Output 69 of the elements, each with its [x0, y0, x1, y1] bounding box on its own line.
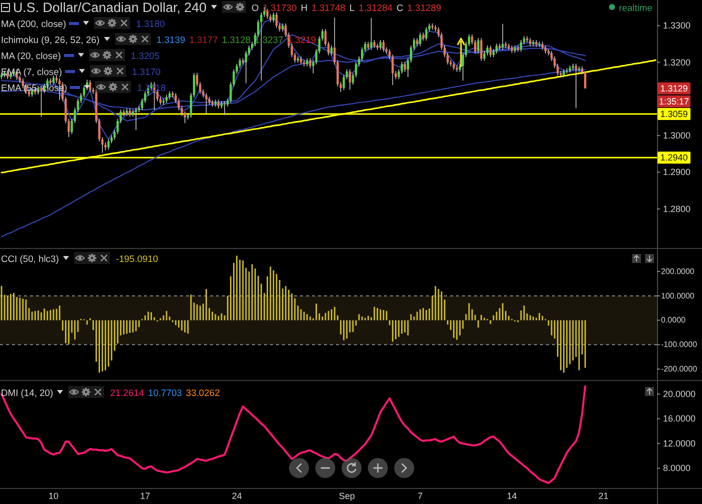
- annotation: 33.0262: [186, 386, 220, 398]
- y-tick-label: 100.0000: [661, 291, 695, 300]
- ref-line-label: 1.2940: [660, 152, 688, 163]
- x-tick-label: 10: [48, 491, 58, 501]
- y-tick-label: 200.0000: [661, 266, 695, 276]
- ref-line-label: 1.3059: [660, 108, 688, 119]
- annotation: 1.3139: [156, 34, 186, 44]
- candlestick: [477, 38, 480, 54]
- candlestick: [486, 45, 488, 56]
- line-series: [0, 59, 656, 174]
- y-tick-label: 16.0000: [663, 414, 696, 424]
- candlestick: [382, 40, 385, 52]
- candlestick: [495, 43, 498, 54]
- annotation: -195.0910: [116, 252, 158, 264]
- candlestick: [40, 85, 42, 118]
- candlestick: [330, 45, 333, 56]
- candlestick: [272, 12, 275, 23]
- candlestick: [205, 92, 208, 114]
- annotation: O 1.31730 H 1.31748 L 1.31284 C 1.31289: [252, 2, 442, 12]
- candlestick: [489, 45, 492, 58]
- annotation: 21.2614: [110, 386, 144, 398]
- annotation: 1.3129: [660, 83, 688, 94]
- annotation: 1.3180: [136, 18, 165, 28]
- chart-title: U.S. Dollar/Canadian Dollar, 240: [13, 0, 207, 14]
- candlestick: [480, 38, 482, 62]
- y-tick-label: 1.2800: [663, 204, 691, 214]
- text: DMI (14, 20): [1, 386, 54, 398]
- candlestick: [22, 78, 24, 89]
- candlestick: [275, 12, 278, 28]
- annotation: 1.3128: [222, 34, 251, 44]
- y-tick-label: 12.0000: [663, 438, 696, 448]
- candlestick: [134, 107, 138, 130]
- legend-label: MA (200, close): [1, 18, 66, 28]
- annotation: realtime: [619, 2, 652, 12]
- candlestick: [520, 40, 522, 52]
- candlestick: [425, 26, 428, 42]
- x-tick-label: Sep: [338, 491, 355, 501]
- y-tick-label: 1.2900: [663, 167, 691, 178]
- candlestick: [107, 138, 110, 150]
- candlestick: [419, 32, 422, 47]
- annotation: Ichimoku (9, 26, 52, 26): [1, 34, 100, 44]
- x-tick-label: 14: [506, 491, 517, 501]
- candlestick: [379, 40, 382, 50]
- y-tick-label: -100.0000: [661, 340, 698, 350]
- candlestick: [404, 62, 406, 72]
- annotation: 1.3170: [132, 66, 161, 76]
- x-tick-label: 24: [232, 491, 242, 501]
- y-tick-label: 1.3300: [663, 20, 691, 31]
- annotation: 10.7703: [148, 386, 182, 398]
- y-tick-label: 1.3000: [663, 130, 691, 141]
- legend-label: MA (20, close): [1, 50, 61, 60]
- text: 1:35:17: [658, 96, 690, 106]
- x-tick-label: 7: [418, 491, 423, 501]
- candlestick: [370, 18, 372, 50]
- x-tick-label: 21: [598, 491, 609, 501]
- annotation: 1.3205: [130, 50, 160, 60]
- candlestick: [348, 68, 351, 90]
- y-tick-label: 0.0000: [661, 316, 686, 325]
- y-tick-label: 8.0000: [663, 463, 691, 474]
- chart-title: CCI (50, hlc3): [1, 252, 59, 264]
- candlestick: [502, 23, 504, 50]
- annotation: 1.3177: [189, 34, 218, 44]
- y-tick-label: -200.0000: [661, 364, 698, 374]
- x-tick-label: 17: [140, 491, 150, 501]
- candlestick: [238, 58, 241, 69]
- y-tick-label: 20.0000: [663, 388, 696, 399]
- candlestick: [184, 111, 186, 124]
- y-tick-label: 1.3200: [663, 57, 691, 68]
- line-series: [0, 385, 586, 484]
